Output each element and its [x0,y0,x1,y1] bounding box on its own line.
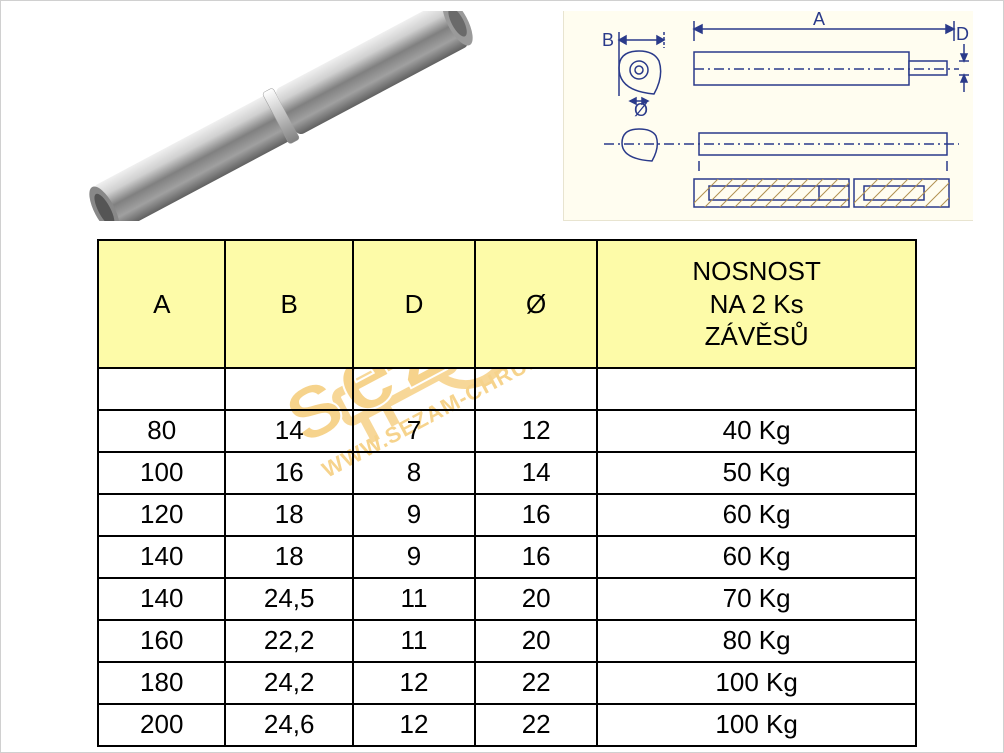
table-cell: 22 [475,704,597,746]
col-header-b: B [225,240,352,368]
table-cell: 70 Kg [597,578,916,620]
table-row: 1201891660 Kg [98,494,916,536]
table-cell: 12 [353,662,475,704]
table-header-row: A B D Ø NOSNOSTNA 2 KsZÁVĚSŮ [98,240,916,368]
dim-label-o: Ø [634,100,648,120]
table-cell: 60 Kg [597,494,916,536]
table-cell: 160 [98,620,225,662]
col-header-o: Ø [475,240,597,368]
table-cell: 100 [98,452,225,494]
table-cell: 100 Kg [597,704,916,746]
table-cell: 24,5 [225,578,352,620]
table-cell: 24,6 [225,704,352,746]
table-cell: 50 Kg [597,452,916,494]
table-cell: 80 [98,410,225,452]
col-header-nosnost: NOSNOSTNA 2 KsZÁVĚSŮ [597,240,916,368]
col-header-a: A [98,240,225,368]
table-row: 801471240 Kg [98,410,916,452]
dim-label-a: A [813,11,825,29]
table-cell: 20 [475,620,597,662]
technical-drawing: A B Ø [563,11,973,221]
table-cell: 20 [475,578,597,620]
table-cell: 180 [98,662,225,704]
table-cell: 11 [353,578,475,620]
table-row: 16022,2112080 Kg [98,620,916,662]
table-row: 18024,21222100 Kg [98,662,916,704]
table-cell: 120 [98,494,225,536]
table-cell: 7 [353,410,475,452]
table-cell: 8 [353,452,475,494]
table-cell: 14 [225,410,352,452]
table-cell: 24,2 [225,662,352,704]
table-cell: 22 [475,662,597,704]
table-row: 1401891660 Kg [98,536,916,578]
upper-region: A B Ø [1,1,1003,231]
table-cell: 16 [475,536,597,578]
table-cell: 16 [475,494,597,536]
table-row: 14024,5112070 Kg [98,578,916,620]
table-cell: 18 [225,494,352,536]
table-cell: 40 Kg [597,410,916,452]
table-cell: 140 [98,536,225,578]
dim-label-b: B [602,30,614,50]
table-cell: 11 [353,620,475,662]
table-cell: 12 [475,410,597,452]
table-spacer-row [98,368,916,410]
table-cell: 100 Kg [597,662,916,704]
col-header-d: D [353,240,475,368]
table-cell: 140 [98,578,225,620]
product-photo [31,11,531,221]
table-cell: 18 [225,536,352,578]
table-row: 20024,61222100 Kg [98,704,916,746]
table-cell: 16 [225,452,352,494]
spec-table: A B D Ø NOSNOSTNA 2 KsZÁVĚSŮ 801471240 K… [97,239,917,747]
table-cell: 200 [98,704,225,746]
table-cell: 12 [353,704,475,746]
table-cell: 9 [353,494,475,536]
dim-label-d: D [956,24,969,44]
table-cell: 9 [353,536,475,578]
table-cell: 60 Kg [597,536,916,578]
table-cell: 14 [475,452,597,494]
table-cell: 80 Kg [597,620,916,662]
table-row: 1001681450 Kg [98,452,916,494]
table-cell: 22,2 [225,620,352,662]
